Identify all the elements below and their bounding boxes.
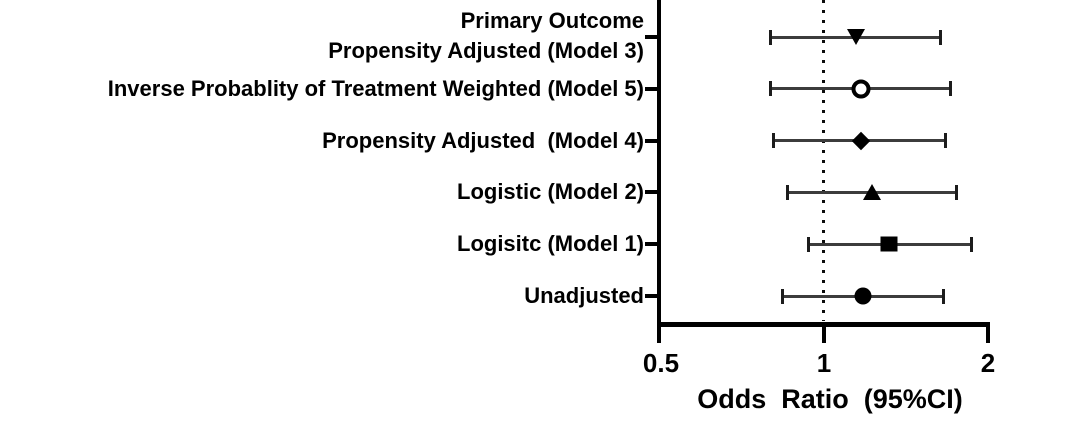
ci-cap-low xyxy=(807,236,811,252)
x-axis-tick-0.5 xyxy=(657,327,661,343)
row-label: Unadjusted xyxy=(524,283,644,308)
y-axis-tick xyxy=(645,190,658,195)
y-axis-tick xyxy=(645,242,658,247)
x-axis-line xyxy=(657,322,990,327)
x-axis-title: Odds Ratio (95%CI) xyxy=(697,384,963,414)
y-axis-tick xyxy=(645,138,658,143)
row-label: Logistic (Model 2) xyxy=(457,179,644,205)
ci-cap-low xyxy=(772,133,776,149)
row-label: Propensity Adjusted (Model 3) xyxy=(328,38,644,63)
triangle-up-marker xyxy=(863,184,882,201)
ci-cap-low xyxy=(769,29,773,45)
ci-cap-high xyxy=(944,133,948,149)
ci-cap-low xyxy=(769,81,773,97)
diamond-filled-marker xyxy=(851,131,870,150)
reference-line-or-1 xyxy=(822,0,825,321)
ci-cap-low xyxy=(786,184,790,200)
y-axis-tick xyxy=(645,294,658,298)
ci-cap-high xyxy=(955,184,959,200)
circle-filled-marker xyxy=(854,287,872,305)
ci-cap-high xyxy=(938,29,942,45)
row-label: Logisitc (Model 1) xyxy=(457,231,644,257)
x-tick-label-2: 2 xyxy=(980,348,996,378)
plot-heading: Primary Outcome xyxy=(460,8,644,33)
row-label: Inverse Probablity of Treatment Weighted… xyxy=(107,75,644,101)
ci-cap-low xyxy=(780,288,784,304)
circle-open-marker xyxy=(851,79,871,99)
triangle-down-marker xyxy=(847,29,866,45)
ci-cap-high xyxy=(948,81,952,97)
x-axis-tick-1 xyxy=(822,327,826,343)
ci-cap-high xyxy=(941,288,945,304)
y-axis-line xyxy=(657,0,661,343)
row-label: Propensity Adjusted (Model 4) xyxy=(322,127,644,153)
x-tick-label-0.5: 0.5 xyxy=(642,348,680,378)
x-axis-tick-2 xyxy=(986,327,990,343)
y-axis-tick xyxy=(645,35,658,39)
ci-cap-high xyxy=(969,236,973,252)
x-tick-label-1: 1 xyxy=(816,348,832,378)
y-axis-tick xyxy=(645,86,658,91)
square-filled-marker xyxy=(880,236,898,252)
